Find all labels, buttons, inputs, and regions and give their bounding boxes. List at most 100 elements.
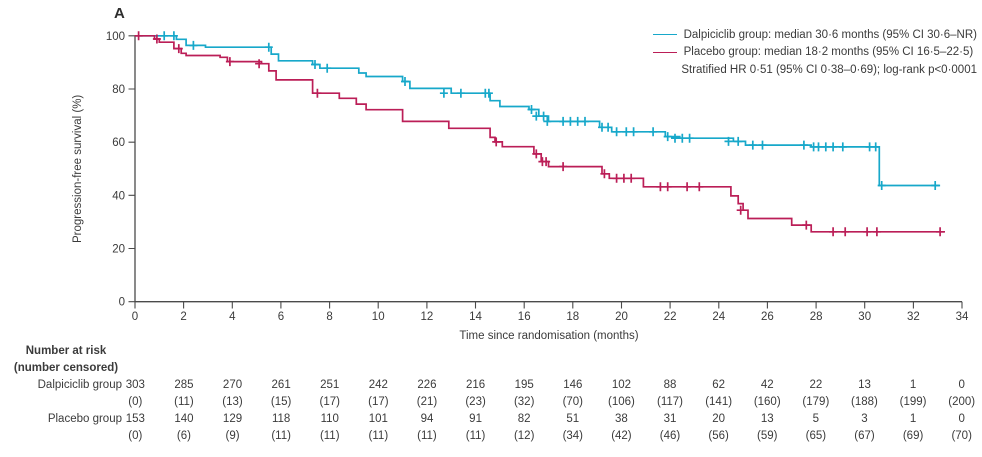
- risk-count-cell: 94: [420, 413, 434, 425]
- risk-count-cell: 88: [663, 379, 677, 391]
- censored-count-cell: (13): [222, 396, 243, 408]
- censored-count-cell: (11): [319, 430, 340, 442]
- censored-count-cell: (0): [128, 396, 143, 408]
- x-tick-label: 16: [518, 311, 531, 323]
- risk-count-cell: 1: [909, 379, 917, 391]
- censored-count-cell: (23): [465, 396, 486, 408]
- censor-marks-placebo-group: [134, 31, 945, 237]
- legend-entry-label: Placebo group: median 18·2 months (95% C…: [683, 46, 974, 59]
- survival-curve-placebo-group: [135, 34, 945, 233]
- censored-count-cell: (21): [416, 396, 438, 408]
- censored-count-cell: (15): [270, 396, 292, 408]
- risk-count-cell: 22: [809, 379, 823, 391]
- y-tick-label: 0: [119, 297, 125, 309]
- x-tick-label: 4: [229, 311, 236, 323]
- censored-count-cell: (59): [757, 430, 778, 442]
- censored-count-cell: (106): [607, 396, 635, 408]
- risk-row-label-placebo: Placebo group: [47, 413, 122, 425]
- x-tick-label: 24: [712, 311, 725, 323]
- y-tick-label: 40: [112, 190, 125, 202]
- y-tick-label: 80: [112, 84, 125, 96]
- risk-count-cell: 38: [615, 413, 628, 425]
- y-axis-label: Progression-free survival (%): [72, 94, 84, 244]
- censor-marks-dalpiciclib-group: [160, 31, 940, 190]
- risk-count-cell: 51: [566, 413, 580, 425]
- risk-count-cell: 42: [760, 379, 774, 391]
- censored-count-cell: (11): [174, 396, 194, 408]
- censored-count-cell: (11): [368, 430, 389, 442]
- censored-count-cell: (11): [271, 430, 291, 442]
- censored-count-cell: (56): [708, 430, 729, 442]
- censored-count-cell: (34): [562, 430, 584, 442]
- risk-count-cell: 101: [368, 413, 388, 425]
- censored-count-cell: (17): [368, 396, 389, 408]
- legend-entry: Dalpiciclib group: median 30·6 months (9…: [652, 26, 977, 44]
- y-tick-label: 60: [112, 137, 125, 149]
- risk-values-dalpiciclib: 303 285 270 261 251 242 226 216 195 146 102 88 62 42 2…: [111, 377, 982, 411]
- risk-count-cell: 216: [465, 379, 486, 391]
- censored-count-cell: (6): [176, 430, 191, 442]
- risk-count-cell: 110: [320, 413, 339, 425]
- risk-count-cell: 140: [174, 413, 194, 425]
- x-tick-label: 14: [469, 311, 482, 323]
- y-tick-label: 100: [106, 31, 125, 43]
- risk-count-cell: 261: [271, 379, 291, 391]
- risk-values-placebo: 153 140 129 118 110 101 94 91 82 51 38 31 20 13 5 3 1 0 (0…: [111, 411, 982, 445]
- x-tick-label: 18: [566, 311, 579, 323]
- censored-count-cell: (12): [513, 430, 535, 442]
- x-tick-label: 6: [278, 311, 284, 323]
- y-axis-ticks: [128, 35, 135, 303]
- legend-swatch-line: [652, 34, 677, 36]
- x-axis-label: Time since randomisation (months): [459, 330, 639, 342]
- risk-count-cell: 62: [712, 379, 726, 391]
- censored-count-cell: (70): [951, 430, 972, 442]
- risk-count-cell: 153: [125, 413, 145, 425]
- censored-count-cell: (188): [851, 396, 878, 408]
- risk-count-cell: 129: [222, 413, 243, 425]
- risk-count-cell: 195: [514, 379, 534, 391]
- censored-count-cell: (17): [319, 396, 340, 408]
- panel-label: A: [114, 5, 125, 22]
- censored-count-cell: (117): [657, 396, 684, 408]
- risk-count-cell: 91: [469, 413, 482, 425]
- x-tick-label: 0: [132, 311, 138, 323]
- censored-count-cell: (9): [225, 430, 240, 442]
- risk-count-cell: 303: [125, 379, 145, 391]
- risk-count-cell: 13: [760, 413, 774, 425]
- legend-entry-label: Dalpiciclib group: median 30·6 months (9…: [683, 28, 977, 41]
- censored-count-cell: (69): [902, 430, 924, 442]
- legend-stat-note: Stratified HR 0·51 (95% CI 0·38–0·69); l…: [681, 63, 977, 76]
- x-tick-label: 26: [761, 311, 774, 323]
- risk-count-cell: 20: [712, 413, 726, 425]
- legend-entry: Placebo group: median 18·2 months (95% C…: [652, 44, 977, 62]
- censored-count-cell: (70): [562, 396, 584, 408]
- y-tick-label: 20: [112, 244, 125, 256]
- x-tick-label: 8: [326, 311, 332, 323]
- censored-count-cell: (141): [705, 396, 733, 408]
- x-tick-label: 34: [956, 311, 969, 323]
- x-tick-label: 30: [858, 311, 871, 323]
- censored-count-cell: (11): [465, 430, 486, 442]
- x-axis-ticks: [134, 301, 963, 309]
- risk-count-cell: 146: [563, 379, 583, 391]
- x-tick-label: 10: [372, 311, 385, 323]
- x-tick-label: 32: [907, 311, 920, 323]
- risk-count-cell: 5: [812, 413, 820, 425]
- risk-count-cell: 118: [271, 413, 291, 425]
- censored-count-cell: (0): [128, 430, 143, 442]
- censored-count-cell: (199): [899, 396, 927, 408]
- risk-count-cell: 82: [517, 413, 531, 425]
- risk-table-header: Number at risk: [25, 345, 107, 357]
- censored-count-cell: (32): [513, 396, 535, 408]
- censored-count-cell: (11): [417, 430, 437, 442]
- censored-count-cell: (200): [948, 396, 976, 408]
- risk-count-cell: 1: [909, 413, 917, 425]
- risk-count-cell: 226: [417, 379, 437, 391]
- risk-count-cell: 285: [174, 379, 194, 391]
- risk-count-cell: 3: [861, 413, 868, 425]
- risk-count-cell: 251: [320, 379, 340, 391]
- x-tick-label: 28: [810, 311, 823, 323]
- censored-count-cell: (46): [659, 430, 681, 442]
